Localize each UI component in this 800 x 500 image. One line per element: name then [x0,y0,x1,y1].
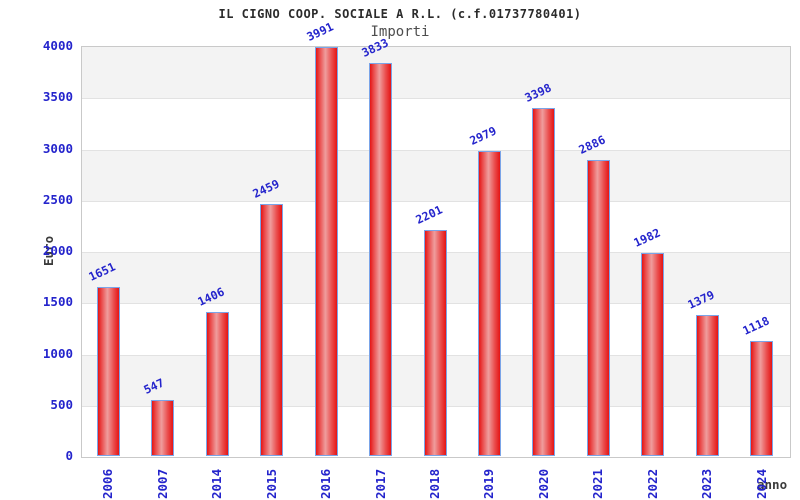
y-tick-label: 500 [50,396,73,412]
bar-2023 [695,314,719,456]
bar-2020 [532,107,556,456]
y-tick-label: 4000 [42,38,73,53]
bar-2022 [641,252,665,456]
bar-2024 [750,341,774,456]
bar-2006 [96,286,120,456]
x-tick-label: 2023 [699,468,715,499]
grid-band [82,47,790,99]
y-tick-label: 0 [65,448,73,463]
bar-2017 [369,63,393,456]
x-tick-label: 2016 [318,468,334,499]
x-tick-label: 2018 [427,468,442,499]
bar-2007 [151,399,175,456]
x-tick-label: 2014 [209,468,225,499]
x-tick-label: 2021 [590,468,606,499]
bar-2015 [260,203,284,456]
y-tick-label: 1500 [42,294,73,310]
y-tick-label: 2500 [42,191,73,207]
x-tick-label: 2017 [372,468,388,499]
chart-subtitle: Importi [370,24,430,40]
x-tick-label: 2007 [154,468,170,499]
y-tick-label: 3500 [42,89,73,105]
y-tick-label: 1000 [42,345,73,361]
x-tick-label: 2020 [535,468,551,499]
y-tick-label: 2000 [42,243,73,258]
bar-2018 [423,230,447,456]
x-tick-label: 2022 [644,468,660,499]
grid-band [82,149,790,201]
grid-band [82,98,790,150]
chart-title: IL CIGNO COOP. SOCIALE A R.L. (c.f.01737… [218,7,582,21]
bar-2016 [314,46,338,456]
y-tick-label: 3000 [42,140,73,156]
plot-area [81,46,791,458]
gridline [82,98,790,100]
bar-2021 [586,160,610,456]
x-tick-label: 2024 [753,468,769,499]
x-tick-label: 2006 [100,468,116,499]
x-tick-label: 2015 [263,468,279,499]
x-tick-label: 2019 [481,468,497,499]
bar-2014 [205,311,229,456]
x-axis-title: anno [757,477,788,492]
bar-2019 [477,150,501,456]
gridline [82,149,790,151]
gridline [82,200,790,202]
